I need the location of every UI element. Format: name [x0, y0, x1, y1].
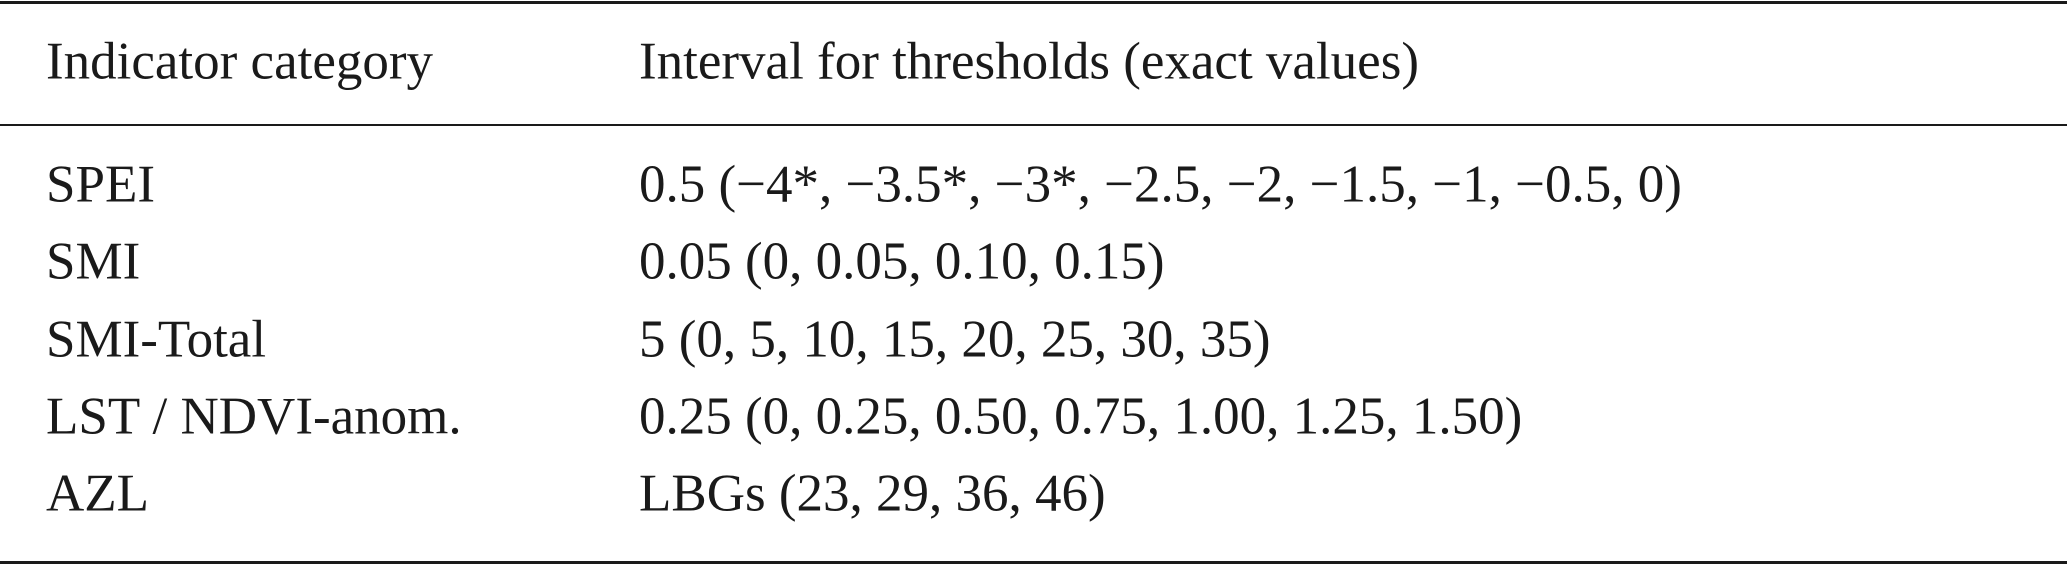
category-cell: AZL: [46, 464, 150, 523]
interval-cell: 5 (0, 5, 10, 15, 20, 25, 30, 35): [639, 310, 1271, 369]
category-cell: LST / NDVI-anom.: [46, 387, 462, 446]
interval-cell: 0.05 (0, 0.05, 0.10, 0.15): [639, 232, 1165, 291]
header-cell: Indicator category: [46, 32, 433, 91]
category-cell: SMI-Total: [46, 310, 267, 369]
top-rule: [0, 1, 2067, 4]
header-rule: [0, 124, 2067, 126]
interval-cell: 0.25 (0, 0.25, 0.50, 0.75, 1.00, 1.25, 1…: [639, 387, 1523, 446]
interval-cell: LBGs (23, 29, 36, 46): [639, 464, 1106, 523]
category-cell: SPEI: [46, 155, 155, 214]
header-cell: Interval for thresholds (exact values): [639, 32, 1419, 91]
interval-cell: 0.5 (−4*, −3.5*, −3*, −2.5, −2, −1.5, −1…: [639, 155, 1682, 214]
bottom-rule: [0, 561, 2067, 564]
category-cell: SMI: [46, 232, 141, 291]
